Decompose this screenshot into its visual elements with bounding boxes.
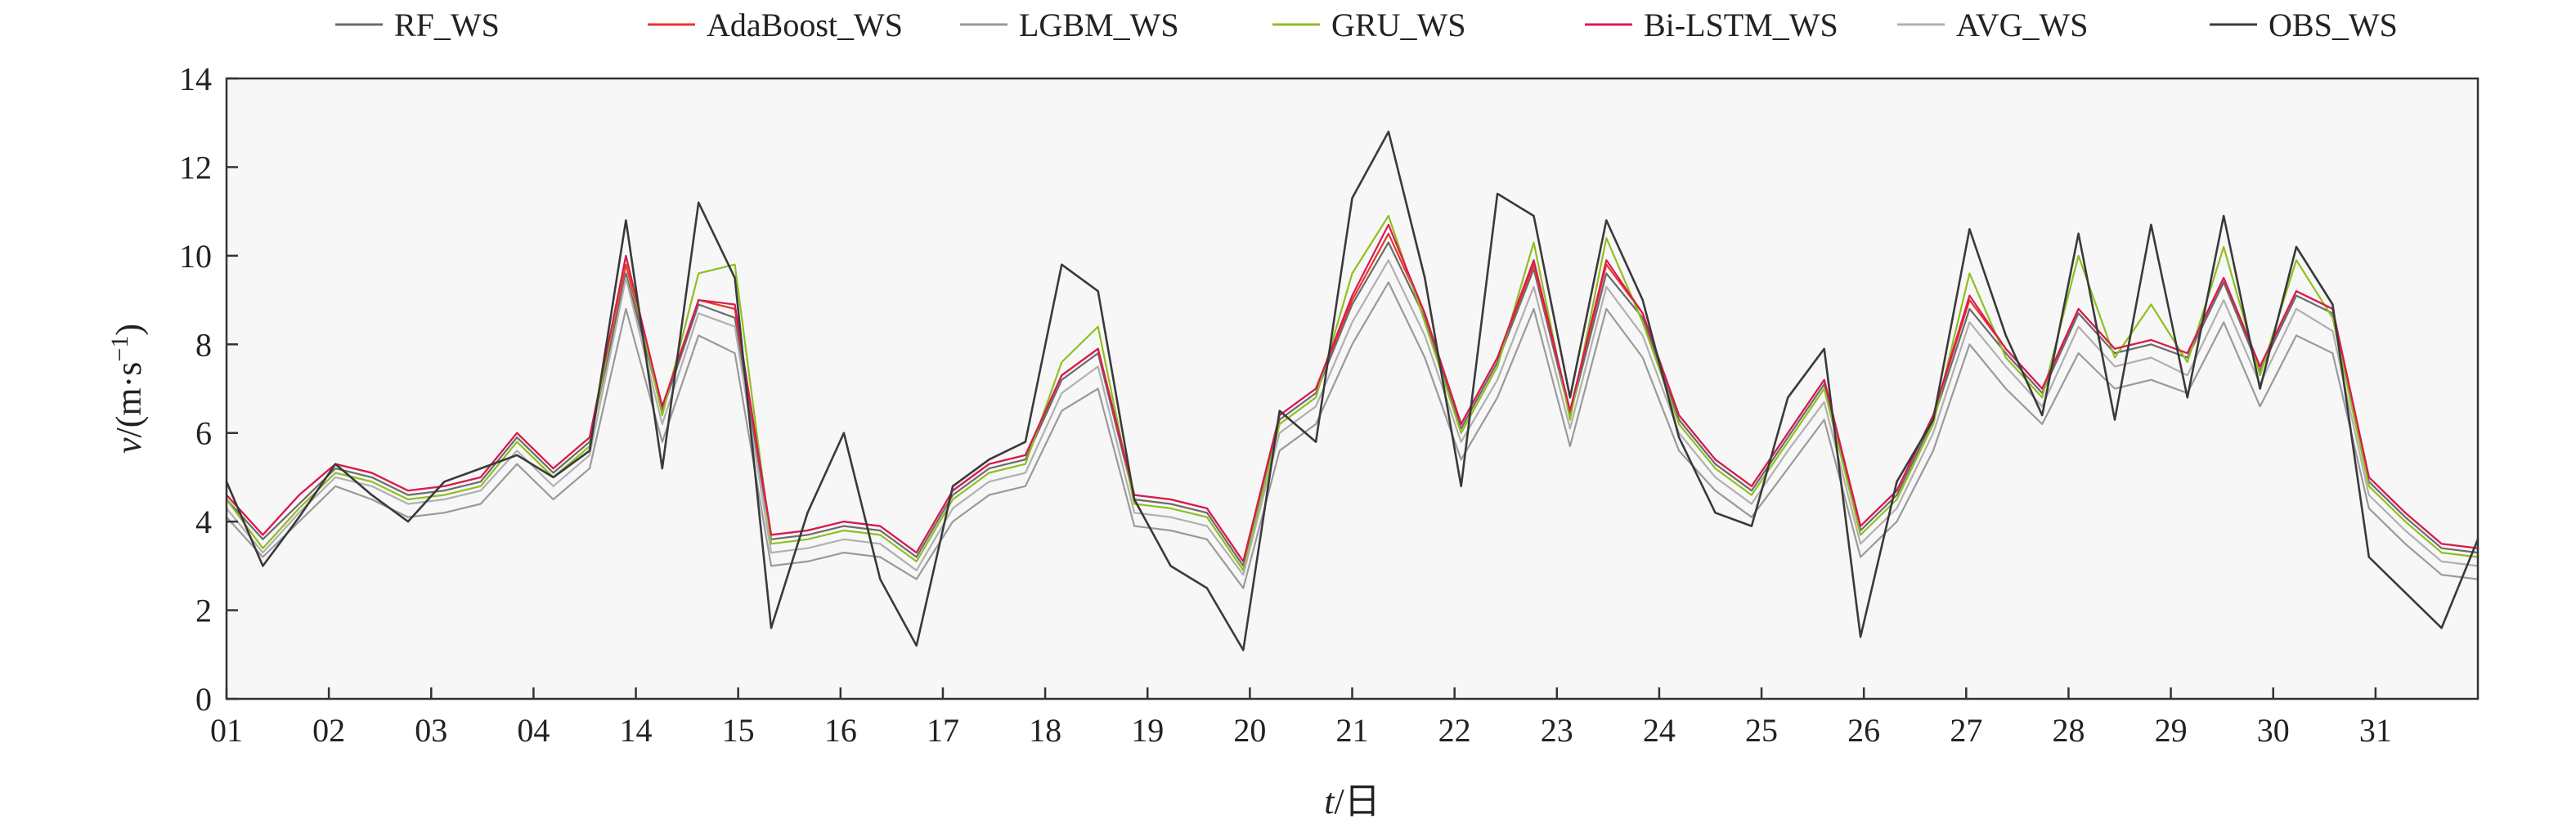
legend-label-rf-ws: RF_WS (394, 7, 500, 43)
y-axis-label-unit: /(m·s (109, 362, 149, 438)
x-tick-label: 18 (1029, 712, 1061, 749)
y-tick-label: 2 (195, 593, 212, 629)
y-axis-label-close: ) (109, 324, 149, 336)
x-axis-label-var: t (1324, 781, 1335, 821)
x-tick-label: 03 (415, 712, 447, 749)
legend-label-gru-ws: GRU_WS (1331, 7, 1465, 43)
series-layer (225, 130, 2480, 651)
legend-label-bi-lstm-ws: Bi-LSTM_WS (1644, 7, 1838, 43)
x-tick-label: 24 (1643, 712, 1676, 749)
x-tick-label: 17 (927, 712, 959, 749)
x-axis-label-unit: /日 (1335, 781, 1380, 821)
x-tick-label: 20 (1233, 712, 1266, 749)
y-axis-label-exp: −1 (106, 336, 133, 362)
legend-label-lgbm-ws: LGBM_WS (1019, 7, 1179, 43)
x-tick-label: 14 (620, 712, 653, 749)
x-tick-label: 01 (210, 712, 243, 749)
y-tick-label: 10 (179, 238, 212, 275)
legend: RF_WS AdaBoost_WS LGBM_WS GRU_WS Bi-LSTM_WS A… (335, 7, 2398, 43)
x-tick-label: 19 (1131, 712, 1164, 749)
y-tick-label: 6 (195, 415, 212, 452)
series-line-gru-ws (225, 215, 2480, 571)
x-tick-label: 21 (1336, 712, 1369, 749)
x-tick-label: 31 (2359, 712, 2392, 749)
x-axis-label: t/日 (1324, 781, 1380, 821)
legend-label-obs-ws: OBS_WS (2269, 7, 2398, 43)
x-tick-label: 16 (824, 712, 857, 749)
legend-label-avg-ws: AVG_WS (1956, 7, 2089, 43)
x-tick-label: 25 (1745, 712, 1778, 749)
x-tick-label: 29 (2155, 712, 2188, 749)
x-tick-label: 30 (2257, 712, 2290, 749)
y-axis-label-var: v (109, 437, 149, 454)
y-tick-label: 14 (179, 60, 212, 97)
y-tick-label: 4 (195, 504, 212, 540)
series-line-lgbm-ws (225, 281, 2480, 589)
y-tick-label: 0 (195, 681, 212, 718)
x-tick-label: 04 (517, 712, 550, 749)
x-tick-label: 26 (1847, 712, 1880, 749)
y-tick-label: 8 (195, 326, 212, 363)
x-tick-label: 15 (722, 712, 755, 749)
legend-label-adaboost-ws: AdaBoost_WS (707, 7, 903, 43)
series-line-obs-ws (225, 130, 2480, 651)
y-axis-label: v/(m·s−1) (106, 324, 150, 454)
plot-area (227, 78, 2478, 699)
y-tick-label: 12 (179, 149, 212, 186)
x-tick-label: 02 (312, 712, 345, 749)
x-tick-label: 28 (2052, 712, 2085, 749)
x-tick-label: 22 (1438, 712, 1471, 749)
x-tick-label: 27 (1950, 712, 1982, 749)
x-tick-label: 23 (1541, 712, 1573, 749)
